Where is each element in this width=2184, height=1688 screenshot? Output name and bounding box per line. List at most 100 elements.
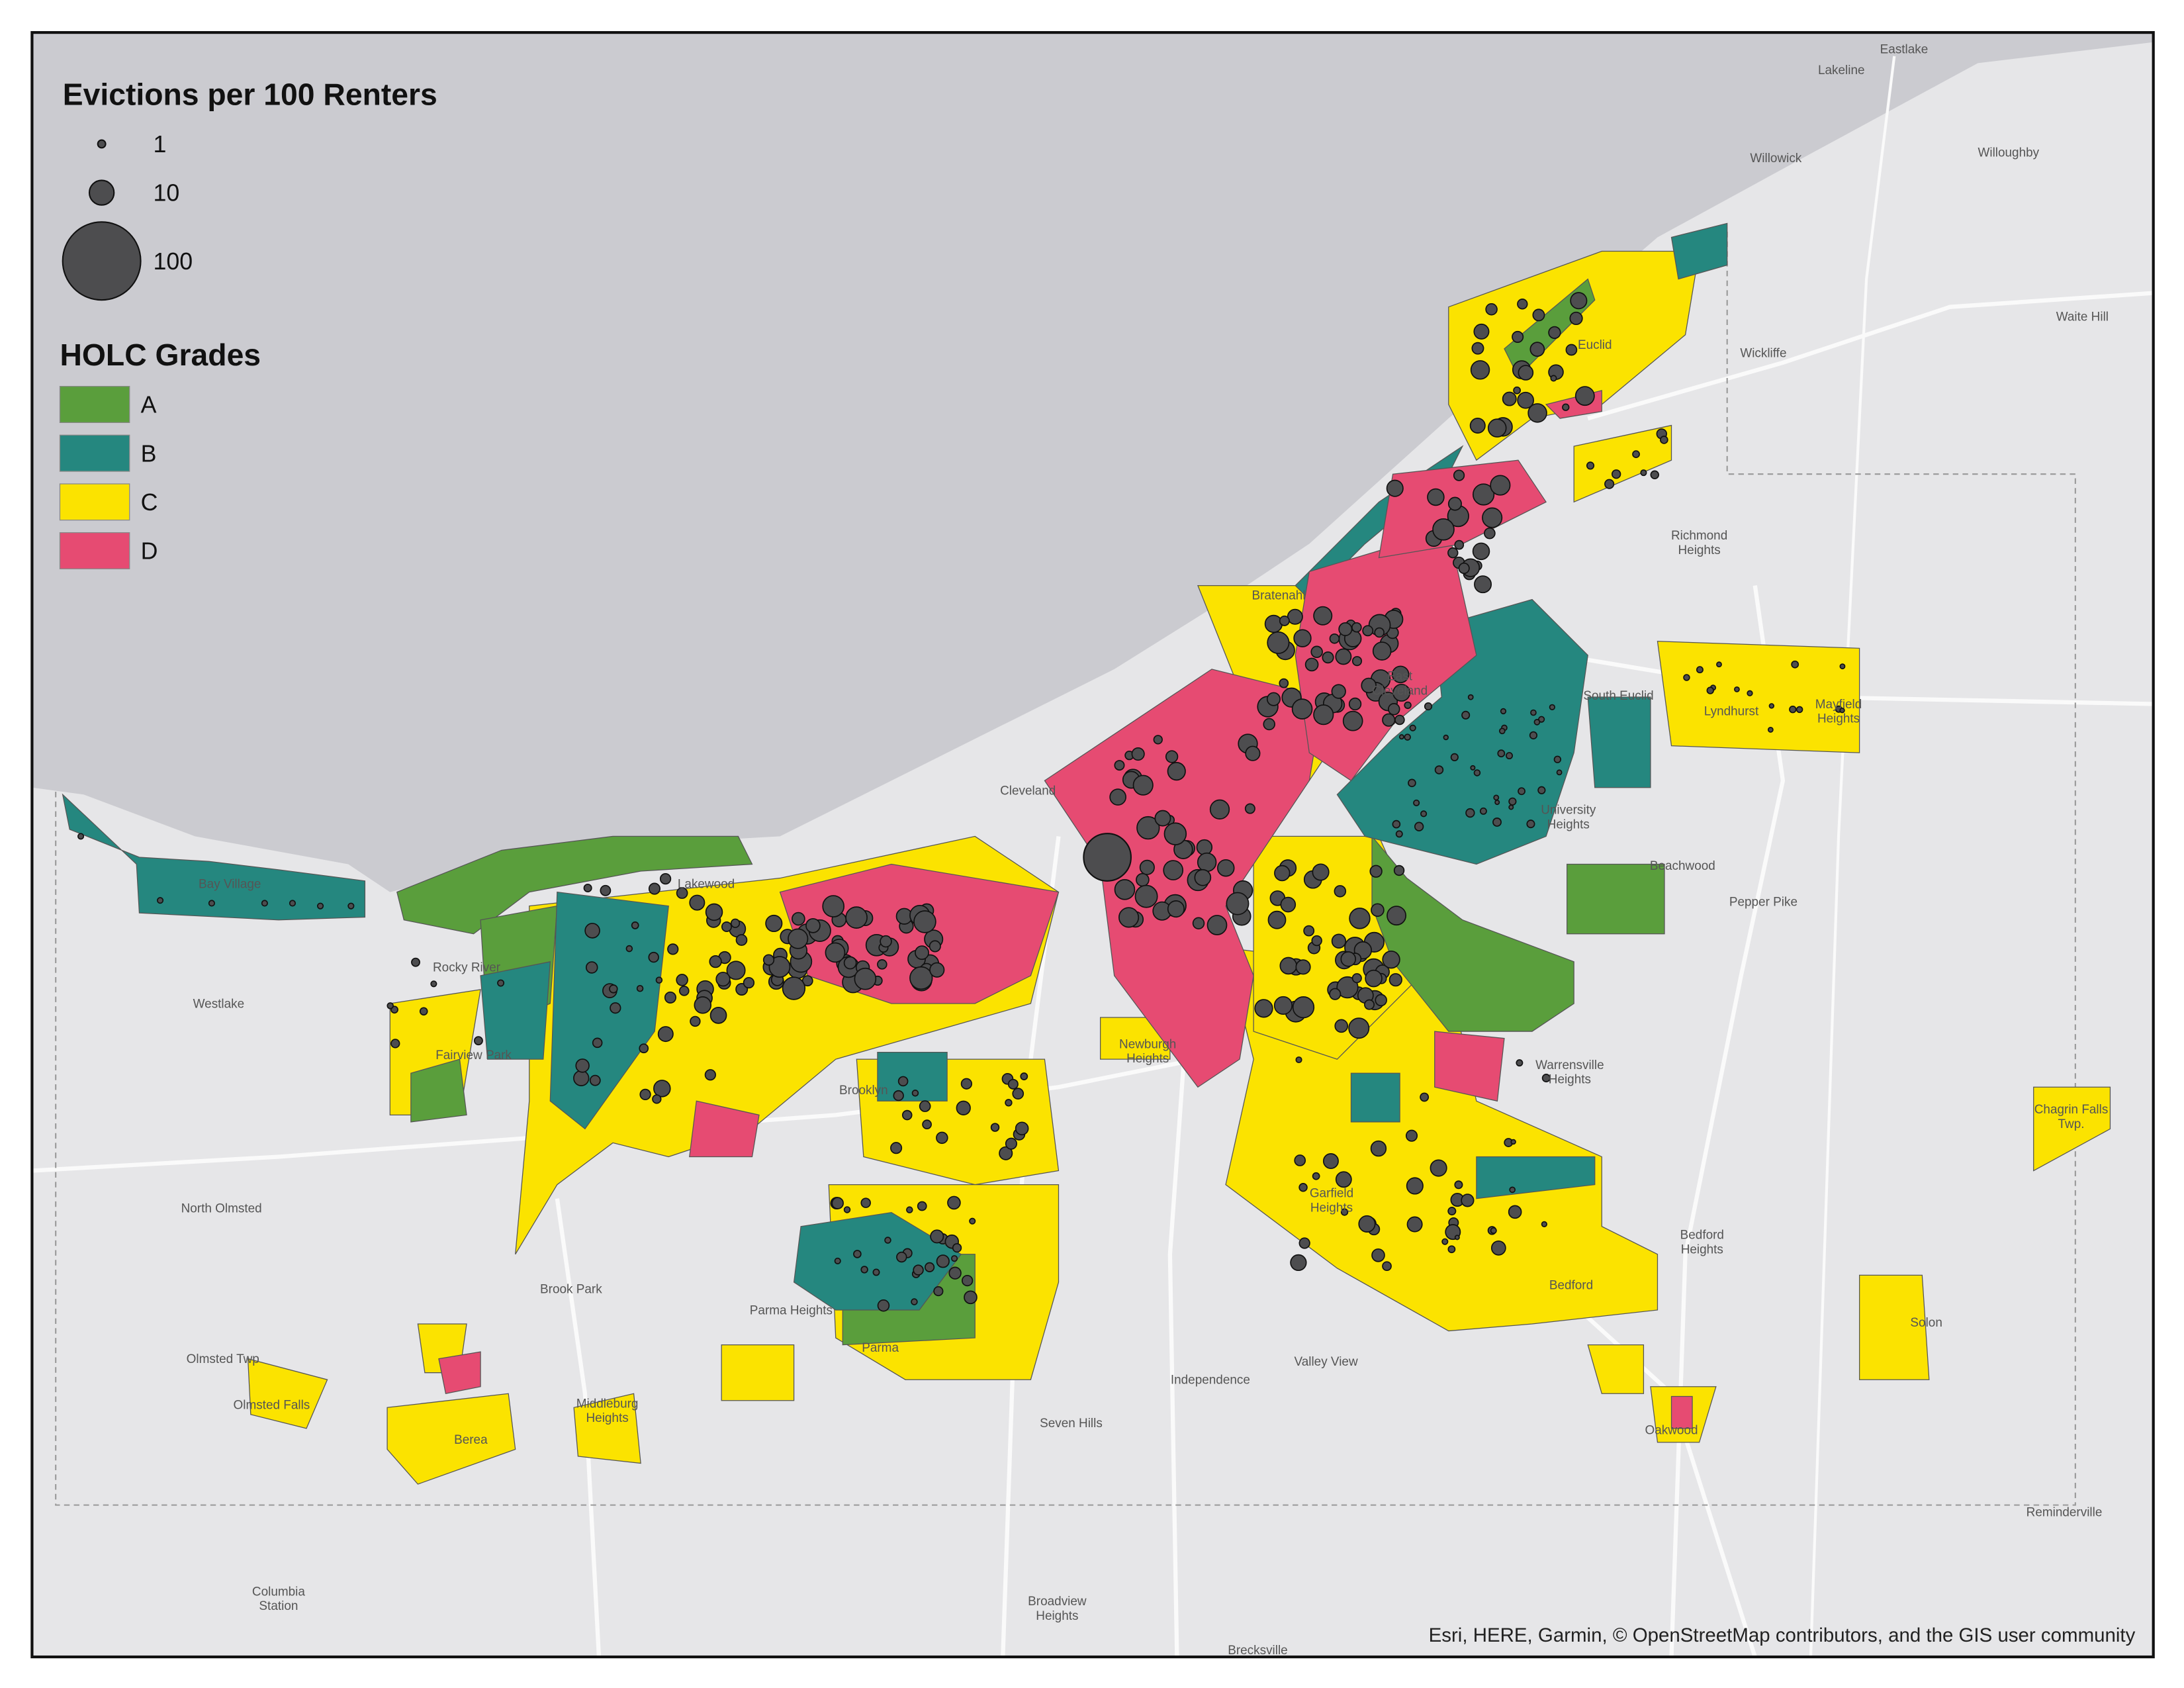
eviction-dot	[1473, 769, 1481, 776]
eviction-dot	[1398, 734, 1404, 740]
eviction-dot	[1312, 1172, 1320, 1180]
eviction-dot	[1526, 820, 1535, 829]
eviction-dot	[657, 1026, 674, 1043]
legend-grade-label: A	[141, 392, 157, 418]
eviction-dot	[704, 1069, 716, 1081]
place-label-line: Heights	[586, 1411, 628, 1425]
eviction-dot	[1413, 799, 1420, 806]
eviction-dot	[1497, 749, 1506, 758]
eviction-dot	[1351, 622, 1362, 633]
eviction-dot	[1474, 575, 1492, 594]
holc-zone	[689, 1100, 760, 1158]
eviction-dot	[1510, 1139, 1516, 1145]
eviction-dot	[667, 943, 679, 955]
eviction-dot	[913, 910, 936, 933]
place-label: North Olmsted	[181, 1202, 262, 1216]
place-label: Lyndhurst	[1704, 704, 1759, 718]
eviction-dot	[1163, 860, 1184, 880]
eviction-dot	[1467, 694, 1474, 700]
legend-size-title: Evictions per 100 Renters	[63, 77, 437, 112]
place-label-line: Heights	[1310, 1201, 1353, 1215]
eviction-dot	[1364, 999, 1375, 1010]
eviction-dot	[925, 1262, 935, 1272]
eviction-dot	[853, 1250, 862, 1258]
eviction-dot	[1382, 951, 1400, 969]
eviction-dot	[930, 1229, 944, 1244]
eviction-dot	[1395, 830, 1403, 838]
eviction-dot	[1508, 797, 1517, 806]
eviction-dot	[387, 1002, 394, 1009]
eviction-dot	[897, 1076, 909, 1087]
eviction-dot	[1404, 733, 1411, 741]
eviction-dot	[1454, 1235, 1460, 1241]
eviction-dot	[1312, 863, 1330, 881]
road	[1587, 291, 2154, 421]
map-frame	[30, 30, 2155, 1659]
eviction-dot	[690, 1015, 701, 1027]
eviction-dot	[652, 1094, 662, 1104]
eviction-dot	[1342, 710, 1363, 731]
eviction-dot	[1562, 403, 1570, 411]
eviction-dot	[1109, 788, 1126, 806]
eviction-dot	[1537, 786, 1546, 794]
eviction-dot	[676, 887, 688, 899]
eviction-dot	[1348, 1017, 1370, 1039]
place-label: Brook Park	[540, 1283, 602, 1297]
eviction-dot	[1334, 885, 1347, 898]
eviction-dot	[1404, 701, 1412, 710]
eviction-dot	[964, 1290, 978, 1305]
eviction-dot	[1279, 957, 1298, 975]
eviction-dot	[659, 872, 672, 885]
holc-zone	[1371, 835, 1574, 1032]
eviction-dot	[917, 1201, 927, 1211]
place-label-line: Warrensville	[1535, 1058, 1604, 1072]
eviction-dot	[1532, 308, 1545, 322]
eviction-dot	[1298, 1237, 1310, 1249]
eviction-dot	[1447, 1207, 1457, 1216]
eviction-dot	[1683, 674, 1690, 681]
holc-zone	[877, 1052, 948, 1102]
eviction-dot	[1349, 908, 1371, 929]
eviction-dot	[1114, 760, 1125, 771]
place-label: Bratenahl	[1251, 589, 1305, 603]
eviction-dot	[1118, 907, 1140, 928]
eviction-dot	[1650, 470, 1659, 480]
eviction-dot	[1529, 342, 1545, 357]
place-label: Chagrin Falls Twp.	[2034, 1103, 2109, 1131]
eviction-dot	[1747, 690, 1753, 696]
eviction-dot	[929, 940, 941, 953]
eviction-dot	[743, 976, 755, 989]
holc-zone	[387, 1393, 516, 1485]
eviction-dot	[1482, 507, 1503, 528]
eviction-dot	[610, 1002, 621, 1014]
eviction-dot	[1273, 996, 1293, 1015]
eviction-dot	[1640, 469, 1647, 477]
eviction-dot	[1196, 839, 1213, 856]
eviction-dot	[1450, 753, 1459, 761]
eviction-dot	[1114, 879, 1136, 900]
eviction-dot	[1586, 461, 1595, 470]
holc-zone	[396, 835, 753, 935]
place-label-line: Heights	[1036, 1609, 1078, 1623]
eviction-dot	[1388, 703, 1400, 716]
place-label: Solon	[1910, 1316, 1942, 1330]
eviction-dot	[1493, 794, 1500, 801]
eviction-dot	[1533, 719, 1541, 726]
eviction-dot	[655, 976, 663, 984]
place-label: South Euclid	[1583, 689, 1653, 703]
eviction-dot	[1574, 386, 1595, 406]
legend-size-symbol	[88, 179, 115, 206]
eviction-dot	[1163, 822, 1187, 845]
place-label: Bedford	[1549, 1278, 1593, 1292]
eviction-dot	[639, 1043, 649, 1054]
eviction-dot	[1197, 852, 1217, 872]
eviction-dot	[1295, 1056, 1302, 1064]
eviction-dot	[721, 921, 732, 933]
eviction-dot	[936, 1254, 950, 1268]
place-label-line: Newburgh	[1119, 1037, 1176, 1051]
eviction-dot	[1479, 807, 1487, 815]
road	[1809, 56, 1896, 1658]
place-label: Rocky River	[433, 961, 500, 975]
eviction-dot	[1005, 1099, 1013, 1107]
eviction-dot	[1287, 608, 1303, 625]
